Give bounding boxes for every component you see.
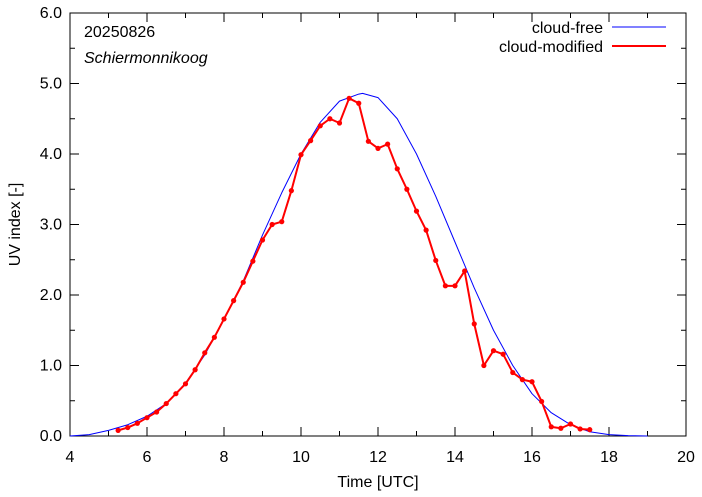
x-tick-label: 6 (143, 449, 152, 466)
data-point (519, 377, 525, 383)
data-point (221, 316, 227, 322)
data-point (134, 420, 140, 426)
series-cloud-modified (115, 95, 593, 433)
y-tick-label: 5.0 (40, 76, 62, 93)
x-tick-label: 12 (369, 449, 387, 466)
data-point (211, 334, 217, 340)
data-point (154, 409, 160, 415)
data-point (308, 138, 314, 144)
data-point (413, 208, 420, 214)
legend-label-cloud-modified: cloud-modified (499, 39, 603, 56)
x-tick-label: 14 (446, 449, 464, 466)
data-point (163, 400, 169, 407)
data-point (442, 283, 448, 289)
axis-tick-labels: 4 6 8 10 12 14 16 18 20 0.0 1.0 2.0 3.0 4.0 5.0 6.0 (40, 5, 695, 466)
y-tick-label: 3.0 (40, 217, 62, 234)
data-point (250, 258, 256, 264)
data-point (558, 425, 564, 431)
data-point (490, 348, 497, 354)
data-point (433, 257, 439, 264)
data-point (529, 379, 535, 385)
data-point (500, 351, 506, 357)
data-point (327, 116, 333, 122)
data-point (394, 166, 400, 172)
plot-frame (69, 12, 687, 437)
y-tick-label: 2.0 (40, 287, 62, 304)
data-point (481, 362, 487, 369)
data-point (125, 424, 131, 431)
data-point (404, 186, 410, 192)
data-point (298, 152, 304, 158)
data-point (423, 227, 429, 233)
data-point (279, 219, 285, 225)
data-point (375, 145, 381, 151)
series-layer (69, 92, 648, 437)
data-point (336, 120, 343, 126)
data-point (202, 350, 208, 356)
data-point (144, 415, 150, 421)
x-tick-label: 10 (292, 449, 310, 466)
data-point (259, 237, 266, 243)
data-point (231, 298, 237, 304)
legend: cloud-free cloud-modified (499, 20, 666, 56)
x-axis-title: Time [UTC] (337, 474, 418, 491)
data-point (173, 391, 179, 397)
data-point (462, 268, 468, 274)
data-point (548, 424, 554, 430)
data-point (539, 398, 545, 405)
data-point (587, 427, 593, 433)
axis-ticks (69, 12, 687, 437)
data-point (356, 100, 362, 106)
location-annotation: Schiermonnikoog (84, 50, 208, 67)
x-tick-label: 20 (677, 449, 695, 466)
y-axis-title: UV index [-] (7, 183, 24, 267)
data-point (192, 367, 198, 373)
y-tick-label: 0.0 (40, 428, 62, 445)
x-tick-label: 4 (66, 449, 75, 466)
legend-label-cloud-free: cloud-free (532, 20, 603, 37)
data-point (288, 188, 294, 194)
data-point (346, 95, 352, 101)
data-point (365, 138, 371, 144)
data-point (182, 381, 189, 387)
data-point (115, 427, 121, 433)
date-annotation: 20250826 (84, 24, 155, 41)
series-line (117, 97, 590, 432)
data-point (510, 369, 516, 376)
x-tick-label: 18 (600, 449, 618, 466)
series-line (69, 92, 648, 437)
data-point (240, 279, 246, 285)
data-point (385, 141, 391, 147)
data-point (317, 123, 323, 129)
y-tick-label: 6.0 (40, 5, 62, 22)
data-point (269, 221, 275, 228)
data-point (471, 321, 477, 327)
x-tick-label: 8 (220, 449, 229, 466)
y-tick-label: 1.0 (40, 358, 62, 375)
series-cloud-free (69, 92, 648, 437)
data-point (577, 426, 583, 432)
y-tick-label: 4.0 (40, 146, 62, 163)
data-point (452, 283, 458, 289)
x-tick-label: 16 (523, 449, 541, 466)
data-point (567, 421, 574, 427)
